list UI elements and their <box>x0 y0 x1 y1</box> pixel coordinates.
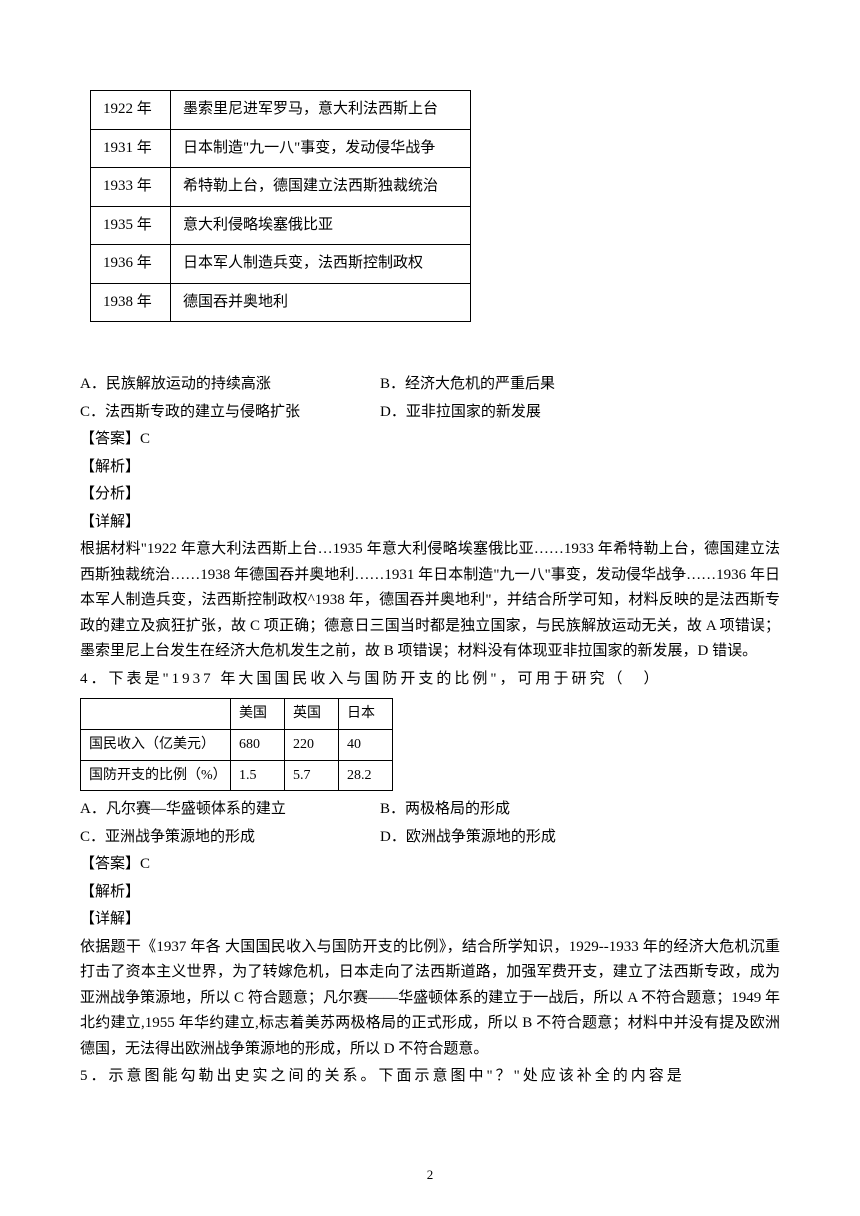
q3-option-c: C．法西斯专政的建立与侵略扩张 <box>80 400 380 426</box>
desc-cell: 意大利侵略埃塞俄比亚 <box>171 206 471 245</box>
q4-detail: 依据题干《1937 年各 大国国民收入与国防开支的比例》，结合所学知识，1929… <box>80 935 780 1063</box>
q3-detail-label: 【详解】 <box>80 510 780 536</box>
desc-cell: 希特勒上台，德国建立法西斯独裁统治 <box>171 168 471 207</box>
table-row: 国防开支的比例（%） 1.5 5.7 28.2 <box>81 760 393 791</box>
page-number: 2 <box>0 1164 860 1186</box>
year-cell: 1938 年 <box>91 283 171 322</box>
data-cell: 680 <box>231 729 285 760</box>
data-cell: 国民收入（亿美元） <box>81 729 231 760</box>
data-cell: 英国 <box>285 699 339 730</box>
data-cell: 5.7 <box>285 760 339 791</box>
q3-option-d: D．亚非拉国家的新发展 <box>380 400 541 426</box>
data-cell: 1.5 <box>231 760 285 791</box>
q4-options-row-1: A．凡尔赛—华盛顿体系的建立 B．两极格局的形成 <box>80 797 780 823</box>
q3-answer: 【答案】C <box>80 427 780 453</box>
year-cell: 1936 年 <box>91 245 171 284</box>
q4-stem: 4．下表是"1937 年大国国民收入与国防开支的比例"，可用于研究（ ） <box>80 667 780 693</box>
q4-option-c: C．亚洲战争策源地的形成 <box>80 825 380 851</box>
q4-option-d: D．欧洲战争策源地的形成 <box>380 825 556 851</box>
q4-data-table-wrap: 美国 英国 日本 国民收入（亿美元） 680 220 40 国防开支的比例（%）… <box>80 698 780 791</box>
table-row: 1936 年 日本军人制造兵变，法西斯控制政权 <box>91 245 471 284</box>
table-row: 1935 年 意大利侵略埃塞俄比亚 <box>91 206 471 245</box>
events-table: 1922 年 墨索里尼进军罗马，意大利法西斯上台 1931 年 日本制造"九一八… <box>90 90 471 322</box>
data-cell: 220 <box>285 729 339 760</box>
q3-option-a: A．民族解放运动的持续高涨 <box>80 372 380 398</box>
table-row: 国民收入（亿美元） 680 220 40 <box>81 729 393 760</box>
q4-answer: 【答案】C <box>80 852 780 878</box>
year-cell: 1922 年 <box>91 91 171 130</box>
q4-analysis: 【解析】 <box>80 880 780 906</box>
q3-fenxi: 【分析】 <box>80 482 780 508</box>
year-cell: 1931 年 <box>91 129 171 168</box>
q4-option-b: B．两极格局的形成 <box>380 797 510 823</box>
data-cell <box>81 699 231 730</box>
table-row: 美国 英国 日本 <box>81 699 393 730</box>
year-cell: 1933 年 <box>91 168 171 207</box>
table-row: 1933 年 希特勒上台，德国建立法西斯独裁统治 <box>91 168 471 207</box>
q5-stem: 5．示意图能勾勒出史实之间的关系。下面示意图中"？"处应该补全的内容是 <box>80 1064 780 1090</box>
table-row: 1922 年 墨索里尼进军罗马，意大利法西斯上台 <box>91 91 471 130</box>
q4-option-a: A．凡尔赛—华盛顿体系的建立 <box>80 797 380 823</box>
desc-cell: 日本军人制造兵变，法西斯控制政权 <box>171 245 471 284</box>
q3-detail: 根据材料"1922 年意大利法西斯上台…1935 年意大利侵略埃塞俄比亚……19… <box>80 537 780 665</box>
data-cell: 美国 <box>231 699 285 730</box>
desc-cell: 德国吞并奥地利 <box>171 283 471 322</box>
data-cell: 40 <box>339 729 393 760</box>
q3-options-row-1: A．民族解放运动的持续高涨 B．经济大危机的严重后果 <box>80 372 780 398</box>
table-row: 1931 年 日本制造"九一八"事变，发动侵华战争 <box>91 129 471 168</box>
q3-analysis: 【解析】 <box>80 455 780 481</box>
q4-options-row-2: C．亚洲战争策源地的形成 D．欧洲战争策源地的形成 <box>80 825 780 851</box>
q4-data-table: 美国 英国 日本 国民收入（亿美元） 680 220 40 国防开支的比例（%）… <box>80 698 393 791</box>
desc-cell: 墨索里尼进军罗马，意大利法西斯上台 <box>171 91 471 130</box>
q4-detail-label: 【详解】 <box>80 907 780 933</box>
data-cell: 28.2 <box>339 760 393 791</box>
q3-option-b: B．经济大危机的严重后果 <box>380 372 555 398</box>
data-cell: 日本 <box>339 699 393 730</box>
year-cell: 1935 年 <box>91 206 171 245</box>
q3-options-row-2: C．法西斯专政的建立与侵略扩张 D．亚非拉国家的新发展 <box>80 400 780 426</box>
data-cell: 国防开支的比例（%） <box>81 760 231 791</box>
desc-cell: 日本制造"九一八"事变，发动侵华战争 <box>171 129 471 168</box>
events-table-body: 1922 年 墨索里尼进军罗马，意大利法西斯上台 1931 年 日本制造"九一八… <box>91 91 471 322</box>
table-row: 1938 年 德国吞并奥地利 <box>91 283 471 322</box>
